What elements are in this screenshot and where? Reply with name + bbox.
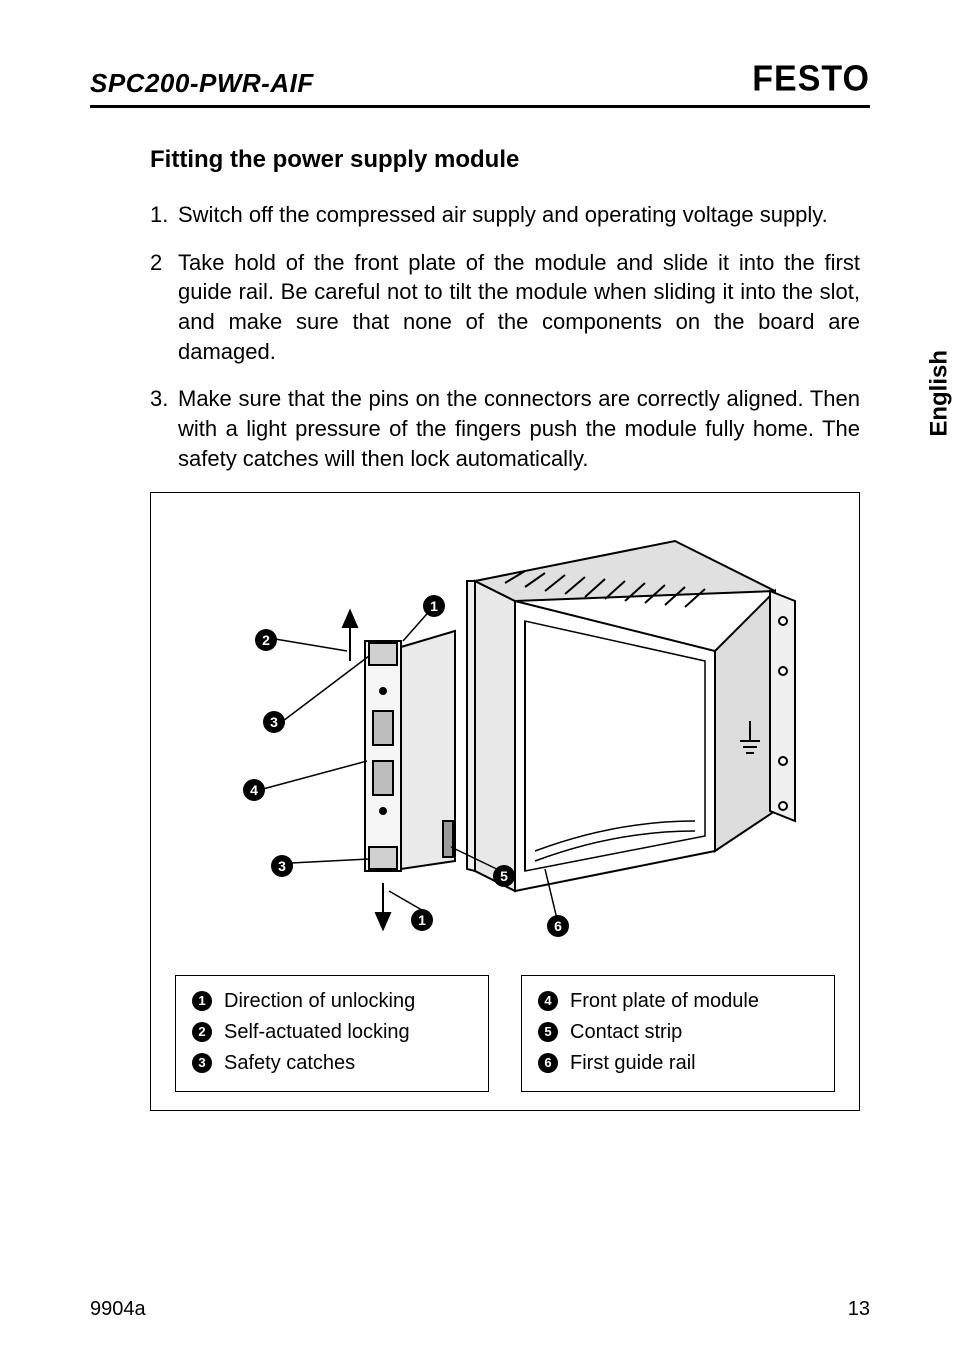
bullet-icon: 3 bbox=[271, 855, 293, 877]
callout-1a: 1 bbox=[423, 595, 445, 617]
page-header: SPC200-PWR-AIF FESTO bbox=[90, 60, 870, 108]
bullet-icon: 4 bbox=[538, 991, 558, 1011]
bullet-icon: 6 bbox=[547, 915, 569, 937]
legend-label: Direction of unlocking bbox=[224, 986, 415, 1017]
legend-item: 6 First guide rail bbox=[538, 1048, 818, 1079]
step-text: Make sure that the pins on the connector… bbox=[178, 384, 860, 473]
legend-item: 5 Contact strip bbox=[538, 1017, 818, 1048]
section-title: Fitting the power supply module bbox=[150, 146, 860, 174]
step-number: 1. bbox=[150, 200, 178, 230]
footer-right: 13 bbox=[848, 1298, 870, 1321]
page: SPC200-PWR-AIF FESTO English Fitting the… bbox=[0, 0, 960, 1365]
legend-label: Safety catches bbox=[224, 1048, 355, 1079]
step-text: Switch off the compressed air supply and… bbox=[178, 200, 860, 230]
step-1: 1. Switch off the compressed air supply … bbox=[150, 200, 860, 230]
legend: 1 Direction of unlocking 2 Self-actuated… bbox=[175, 975, 835, 1092]
callout-2: 2 bbox=[255, 629, 277, 651]
doc-id: SPC200-PWR-AIF bbox=[90, 68, 314, 99]
content: Fitting the power supply module 1. Switc… bbox=[90, 146, 870, 1111]
bullet-icon: 1 bbox=[411, 909, 433, 931]
callout-3b: 3 bbox=[271, 855, 293, 877]
legend-item: 3 Safety catches bbox=[192, 1048, 472, 1079]
module-diagram-svg bbox=[175, 511, 815, 961]
step-number: 2 bbox=[150, 248, 178, 367]
step-number: 3. bbox=[150, 384, 178, 473]
bullet-icon: 6 bbox=[538, 1053, 558, 1073]
callout-6: 6 bbox=[547, 915, 569, 937]
step-3: 3. Make sure that the pins on the connec… bbox=[150, 384, 860, 473]
legend-label: First guide rail bbox=[570, 1048, 696, 1079]
legend-label: Self-actuated locking bbox=[224, 1017, 410, 1048]
legend-item: 1 Direction of unlocking bbox=[192, 986, 472, 1017]
bullet-icon: 1 bbox=[192, 991, 212, 1011]
diagram: 1 2 3 4 3 1 5 6 bbox=[175, 511, 835, 961]
callout-4: 4 bbox=[243, 779, 265, 801]
bullet-icon: 2 bbox=[192, 1022, 212, 1042]
bullet-icon: 5 bbox=[493, 865, 515, 887]
callout-1b: 1 bbox=[411, 909, 433, 931]
bullet-icon: 3 bbox=[263, 711, 285, 733]
legend-item: 4 Front plate of module bbox=[538, 986, 818, 1017]
figure-box: 1 2 3 4 3 1 5 6 1 Direction of unlocking… bbox=[150, 492, 860, 1111]
step-text: Take hold of the front plate of the modu… bbox=[178, 248, 860, 367]
bullet-icon: 5 bbox=[538, 1022, 558, 1042]
legend-label: Front plate of module bbox=[570, 986, 759, 1017]
legend-item: 2 Self-actuated locking bbox=[192, 1017, 472, 1048]
callout-5: 5 bbox=[493, 865, 515, 887]
bullet-icon: 3 bbox=[192, 1053, 212, 1073]
legend-right: 4 Front plate of module 5 Contact strip … bbox=[521, 975, 835, 1092]
legend-label: Contact strip bbox=[570, 1017, 682, 1048]
brand-logo: FESTO bbox=[752, 59, 870, 100]
footer-left: 9904a bbox=[90, 1298, 146, 1321]
language-tab: English bbox=[926, 350, 954, 437]
bullet-icon: 1 bbox=[423, 595, 445, 617]
page-footer: 9904a 13 bbox=[90, 1298, 870, 1321]
callout-3a: 3 bbox=[263, 711, 285, 733]
bullet-icon: 4 bbox=[243, 779, 265, 801]
bullet-icon: 2 bbox=[255, 629, 277, 651]
legend-left: 1 Direction of unlocking 2 Self-actuated… bbox=[175, 975, 489, 1092]
step-2: 2 Take hold of the front plate of the mo… bbox=[150, 248, 860, 367]
